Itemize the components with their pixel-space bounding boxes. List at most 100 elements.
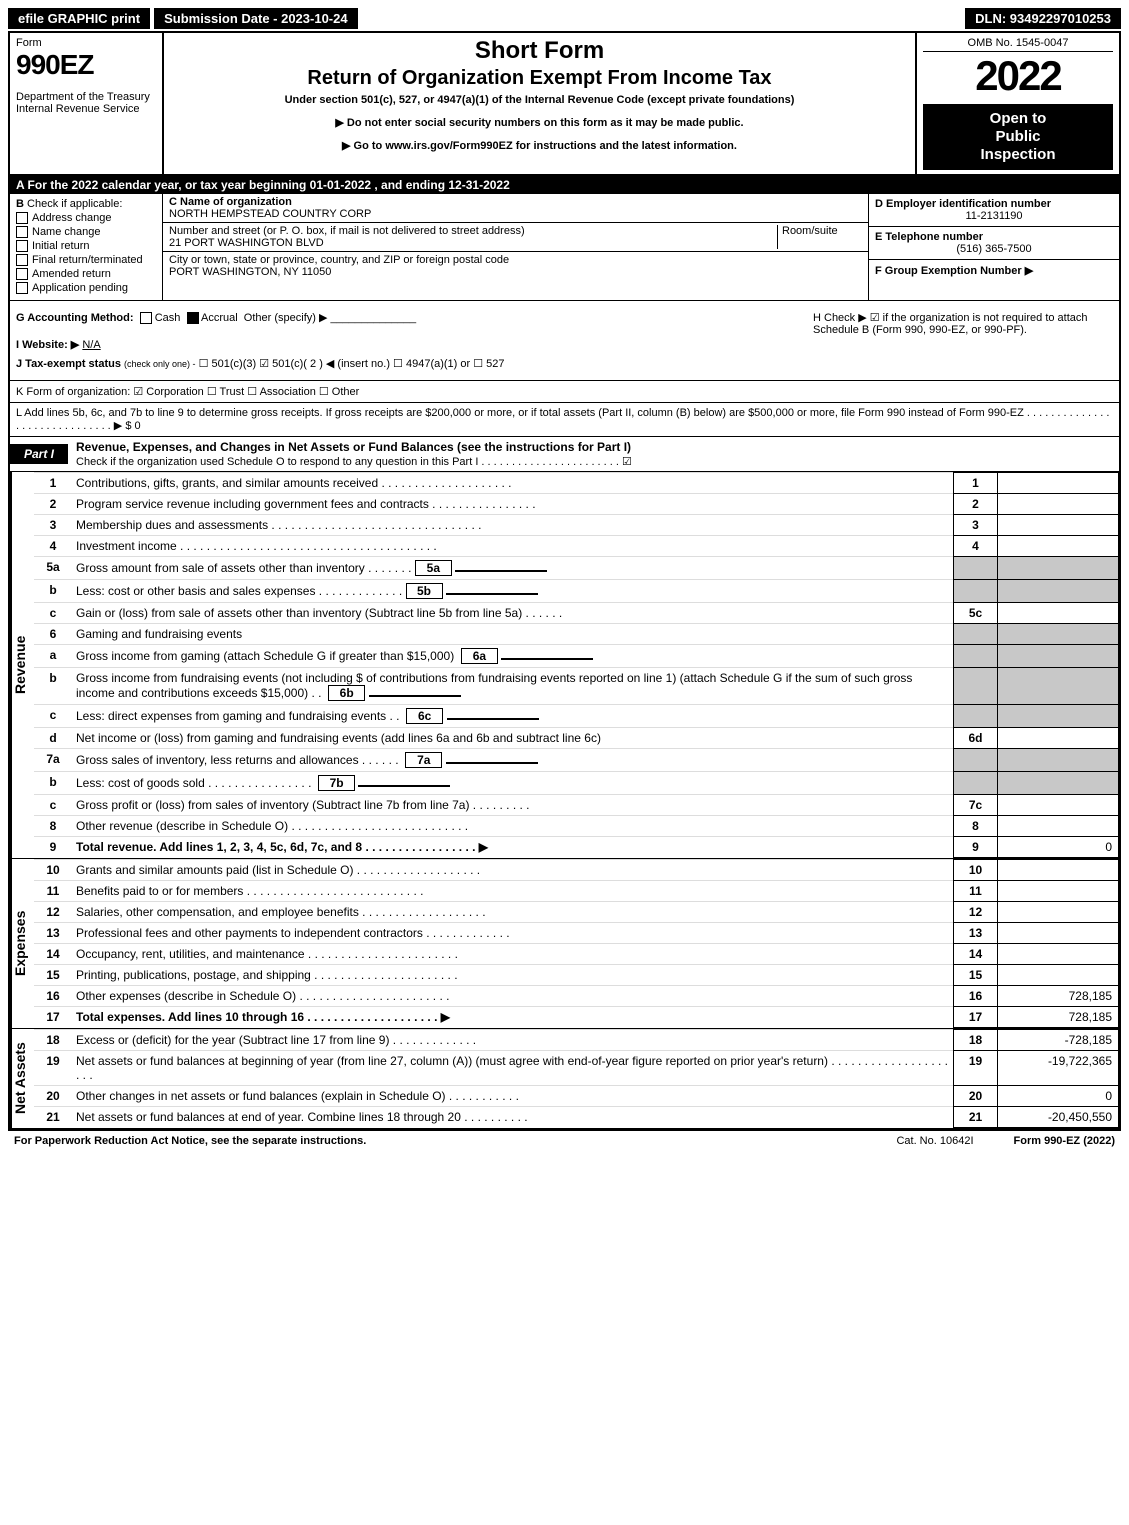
row-ghi: G Accounting Method: Cash Accrual Other …: [10, 301, 1119, 381]
expenses-side-label: Expenses: [10, 859, 34, 1028]
part1-header: Part I Revenue, Expenses, and Changes in…: [10, 437, 1119, 472]
chk-application-pending[interactable]: Application pending: [16, 282, 156, 294]
f-label: F Group Exemption Number ▶: [875, 265, 1033, 277]
open-line2: Public: [927, 128, 1109, 146]
line-18: 18Excess or (deficit) for the year (Subt…: [34, 1030, 1119, 1051]
c-room-label: Room/suite: [782, 225, 838, 237]
top-bar: efile GRAPHIC print Submission Date - 20…: [8, 8, 1121, 29]
form-number: 990EZ: [16, 49, 156, 81]
org-street: 21 PORT WASHINGTON BLVD: [169, 237, 324, 249]
revenue-side-label: Revenue: [10, 472, 34, 858]
b-label: B: [16, 198, 24, 210]
c-street-label: Number and street (or P. O. box, if mail…: [169, 225, 525, 237]
row-k: K Form of organization: ☑ Corporation ☐ …: [10, 381, 1119, 403]
col-b-checkboxes: B Check if applicable: Address change Na…: [10, 194, 163, 300]
row-l: L Add lines 5b, 6c, and 7b to line 9 to …: [10, 403, 1119, 437]
netassets-table: 18Excess or (deficit) for the year (Subt…: [34, 1029, 1119, 1128]
phone-value: (516) 365-7500: [875, 243, 1113, 255]
line-14: 14Occupancy, rent, utilities, and mainte…: [34, 944, 1119, 965]
line-6: 6Gaming and fundraising events: [34, 624, 1119, 645]
g-label: G Accounting Method:: [16, 312, 134, 324]
chk-initial-return[interactable]: Initial return: [16, 240, 156, 252]
line-9: 9Total revenue. Add lines 1, 2, 3, 4, 5c…: [34, 837, 1119, 858]
footer-left: For Paperwork Reduction Act Notice, see …: [14, 1135, 366, 1147]
ein-value: 11-2131190: [875, 210, 1113, 222]
org-name: NORTH HEMPSTEAD COUNTRY CORP: [169, 208, 371, 220]
page-footer: For Paperwork Reduction Act Notice, see …: [8, 1131, 1121, 1151]
line-13: 13Professional fees and other payments t…: [34, 923, 1119, 944]
line-2: 2Program service revenue including gover…: [34, 494, 1119, 515]
chk-amended-return[interactable]: Amended return: [16, 268, 156, 280]
header-center: Short Form Return of Organization Exempt…: [164, 33, 917, 174]
b-check-label: Check if applicable:: [27, 198, 122, 210]
e-label: E Telephone number: [875, 231, 983, 243]
footer-cat-no: Cat. No. 10642I: [896, 1135, 973, 1147]
title-return: Return of Organization Exempt From Incom…: [172, 67, 907, 90]
form-word: Form: [16, 37, 156, 49]
j-label: J Tax-exempt status: [16, 358, 121, 370]
netassets-side-label: Net Assets: [10, 1029, 34, 1128]
title-short-form: Short Form: [172, 37, 907, 65]
submission-date: Submission Date - 2023-10-24: [154, 8, 358, 29]
header-note2: ▶ Go to www.irs.gov/Form990EZ for instru…: [172, 139, 907, 152]
line-7b: bLess: cost of goods sold . . . . . . . …: [34, 772, 1119, 795]
header-note1: ▶ Do not enter social security numbers o…: [172, 116, 907, 129]
revenue-table: 1Contributions, gifts, grants, and simil…: [34, 472, 1119, 858]
expenses-table: 10Grants and similar amounts paid (list …: [34, 859, 1119, 1028]
part1-title: Revenue, Expenses, and Changes in Net As…: [76, 440, 631, 454]
line-19: 19Net assets or fund balances at beginni…: [34, 1051, 1119, 1086]
line-3: 3Membership dues and assessments . . . .…: [34, 515, 1119, 536]
open-to-public: Open to Public Inspection: [923, 104, 1113, 170]
c-city-label: City or town, state or province, country…: [169, 254, 509, 266]
line-20: 20Other changes in net assets or fund ba…: [34, 1086, 1119, 1107]
netassets-section: Net Assets 18Excess or (deficit) for the…: [10, 1029, 1119, 1129]
line-6c: cLess: direct expenses from gaming and f…: [34, 705, 1119, 728]
line-10: 10Grants and similar amounts paid (list …: [34, 860, 1119, 881]
line-6b: bGross income from fundraising events (n…: [34, 668, 1119, 705]
open-line3: Inspection: [927, 146, 1109, 164]
open-line1: Open to: [927, 110, 1109, 128]
chk-name-change[interactable]: Name change: [16, 226, 156, 238]
col-def: D Employer identification number 11-2131…: [868, 194, 1119, 300]
line-5b: bLess: cost or other basis and sales exp…: [34, 580, 1119, 603]
dln-label: DLN: 93492297010253: [965, 8, 1121, 29]
form-header: Form 990EZ Department of the Treasury In…: [10, 33, 1119, 176]
line-12: 12Salaries, other compensation, and empl…: [34, 902, 1119, 923]
form-990ez: Form 990EZ Department of the Treasury In…: [8, 31, 1121, 1131]
line-5c: cGain or (loss) from sale of assets othe…: [34, 603, 1119, 624]
chk-accrual[interactable]: [187, 312, 199, 324]
efile-button[interactable]: efile GRAPHIC print: [8, 8, 150, 29]
tax-year: 2022: [923, 52, 1113, 100]
c-name-label: C Name of organization: [169, 196, 292, 208]
line-17: 17Total expenses. Add lines 10 through 1…: [34, 1007, 1119, 1028]
org-city: PORT WASHINGTON, NY 11050: [169, 266, 331, 278]
col-c-org-info: C Name of organization NORTH HEMPSTEAD C…: [163, 194, 868, 300]
chk-address-change[interactable]: Address change: [16, 212, 156, 224]
j-options: ☐ 501(c)(3) ☑ 501(c)( 2 ) ◀ (insert no.)…: [199, 358, 505, 370]
website-value: N/A: [82, 339, 100, 351]
line-7a: 7aGross sales of inventory, less returns…: [34, 749, 1119, 772]
section-bcdef: B Check if applicable: Address change Na…: [10, 194, 1119, 301]
chk-final-return[interactable]: Final return/terminated: [16, 254, 156, 266]
line-1: 1Contributions, gifts, grants, and simil…: [34, 473, 1119, 494]
line-4: 4Investment income . . . . . . . . . . .…: [34, 536, 1119, 557]
header-right: OMB No. 1545-0047 2022 Open to Public In…: [917, 33, 1119, 174]
line-15: 15Printing, publications, postage, and s…: [34, 965, 1119, 986]
footer-form-ref: Form 990-EZ (2022): [1014, 1135, 1115, 1147]
line-6d: dNet income or (loss) from gaming and fu…: [34, 728, 1119, 749]
row-a-tax-year: A For the 2022 calendar year, or tax yea…: [10, 176, 1119, 194]
i-label: I Website: ▶: [16, 339, 79, 351]
expenses-section: Expenses 10Grants and similar amounts pa…: [10, 859, 1119, 1029]
part1-check-text: Check if the organization used Schedule …: [76, 456, 632, 468]
h-check: H Check ▶ ☑ if the organization is not r…: [813, 311, 1113, 370]
line-7c: cGross profit or (loss) from sales of in…: [34, 795, 1119, 816]
revenue-section: Revenue 1Contributions, gifts, grants, a…: [10, 472, 1119, 859]
line-11: 11Benefits paid to or for members . . . …: [34, 881, 1119, 902]
header-subtext: Under section 501(c), 527, or 4947(a)(1)…: [172, 94, 907, 106]
line-6a: aGross income from gaming (attach Schedu…: [34, 645, 1119, 668]
line-8: 8Other revenue (describe in Schedule O) …: [34, 816, 1119, 837]
chk-cash[interactable]: [140, 312, 152, 324]
dept-label: Department of the Treasury Internal Reve…: [16, 91, 156, 115]
header-left: Form 990EZ Department of the Treasury In…: [10, 33, 164, 174]
line-5a: 5aGross amount from sale of assets other…: [34, 557, 1119, 580]
